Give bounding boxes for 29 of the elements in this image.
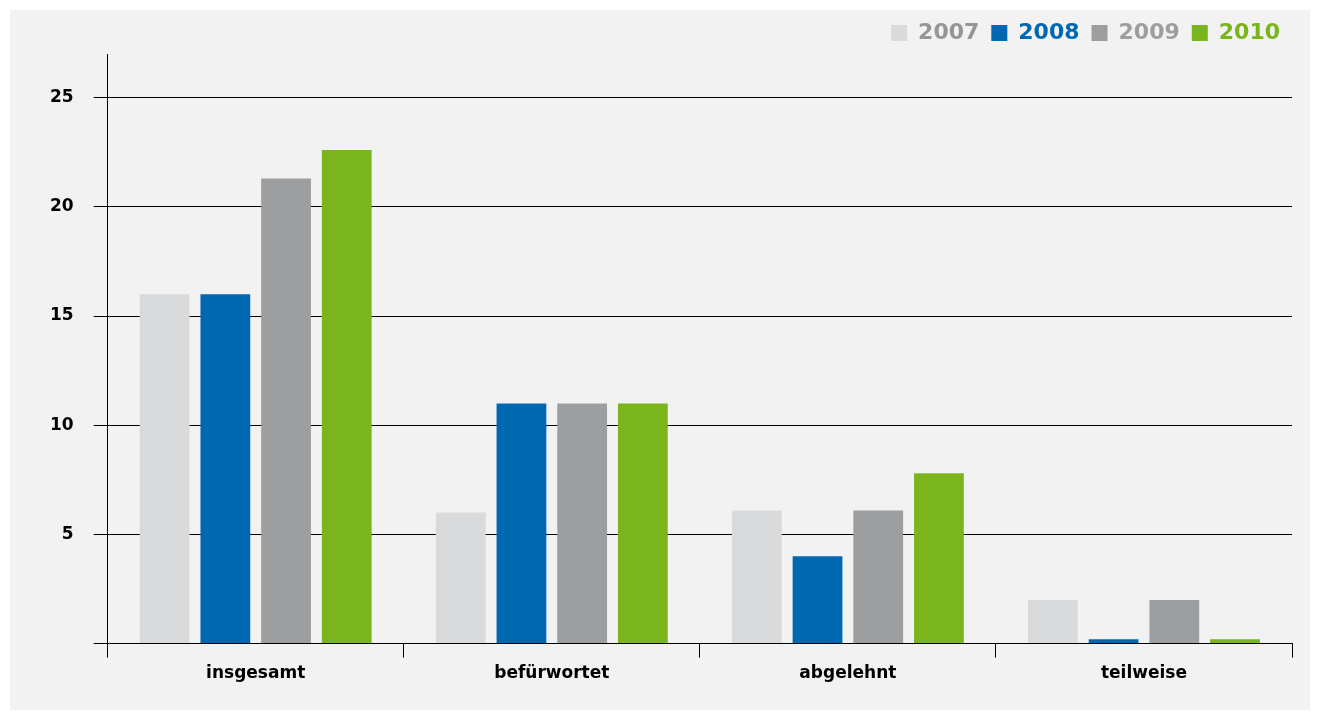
bar — [1028, 599, 1078, 644]
y-tick-label: 5 — [61, 522, 74, 543]
bar — [139, 294, 190, 644]
y-tick-label: 20 — [49, 195, 74, 216]
legend-label: 2007 — [918, 18, 980, 44]
legend-label: 2010 — [1218, 18, 1280, 44]
x-tick-label: insgesamt — [206, 662, 306, 683]
bar — [435, 512, 486, 644]
x-tick-label: befürwortet — [494, 662, 610, 683]
bar — [1088, 639, 1139, 644]
y-tick-label: 10 — [49, 413, 74, 434]
bar — [1210, 639, 1260, 644]
x-tick-label: teilweise — [1100, 662, 1187, 683]
bar — [792, 556, 843, 644]
bar — [617, 403, 668, 644]
bar — [914, 473, 964, 644]
y-tick-label: 15 — [49, 304, 74, 325]
legend-label: 2008 — [1018, 18, 1080, 44]
bar — [731, 510, 782, 644]
bar — [496, 403, 547, 644]
bar — [321, 150, 372, 644]
x-tick-label: abgelehnt — [799, 662, 897, 683]
bar — [261, 178, 311, 644]
bar — [557, 403, 608, 644]
legend-label: 2009 — [1118, 18, 1180, 44]
bar — [853, 510, 904, 644]
bar — [1149, 599, 1200, 644]
y-tick-label: 25 — [49, 86, 74, 107]
bar — [200, 294, 251, 644]
